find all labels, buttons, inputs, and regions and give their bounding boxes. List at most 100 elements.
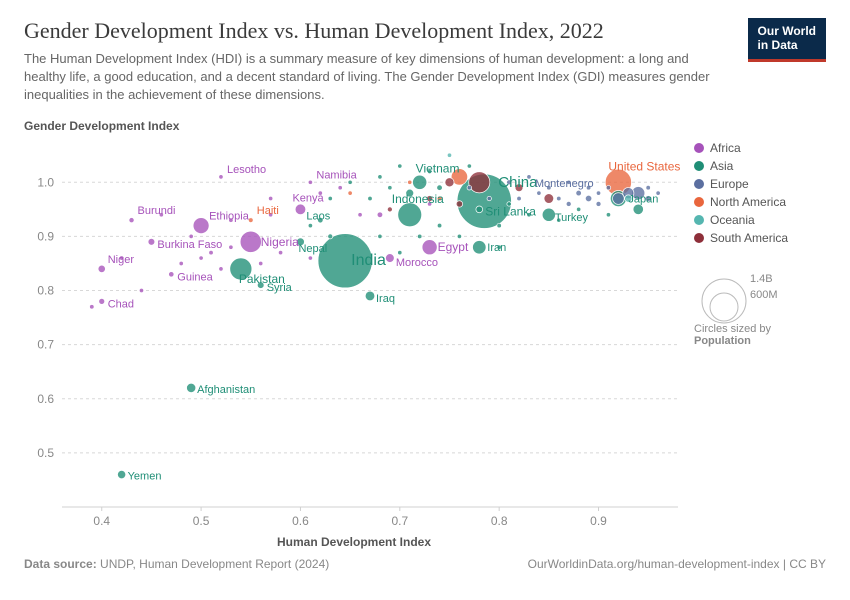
data-point[interactable] <box>556 196 561 201</box>
legend-swatch <box>694 161 704 171</box>
data-point[interactable] <box>308 223 312 227</box>
data-point[interactable] <box>398 163 402 167</box>
data-point[interactable] <box>268 196 272 200</box>
data-point[interactable] <box>240 231 261 252</box>
data-point[interactable] <box>365 291 375 301</box>
legend-item[interactable]: Europe <box>694 177 814 191</box>
data-point[interactable] <box>139 288 143 292</box>
data-point[interactable] <box>398 250 402 254</box>
legend-swatch <box>694 179 704 189</box>
point-label: Iran <box>487 242 506 254</box>
data-point[interactable] <box>576 190 582 196</box>
legend-item[interactable]: Asia <box>694 159 814 173</box>
data-point[interactable] <box>633 204 643 214</box>
data-point[interactable] <box>497 223 502 228</box>
chart-title: Gender Development Index vs. Human Devel… <box>24 18 728 44</box>
data-point[interactable] <box>295 204 306 215</box>
legend-item[interactable]: North America <box>694 195 814 209</box>
data-point[interactable] <box>646 185 651 190</box>
data-point[interactable] <box>385 253 394 262</box>
data-point[interactable] <box>98 265 105 272</box>
data-point[interactable] <box>308 180 312 184</box>
point-label: China <box>498 174 538 191</box>
svg-text:0.7: 0.7 <box>37 337 54 351</box>
point-label: Syria <box>267 282 293 294</box>
data-point[interactable] <box>219 174 223 178</box>
data-point[interactable] <box>613 192 625 204</box>
data-point[interactable] <box>328 196 332 200</box>
data-point[interactable] <box>378 174 382 178</box>
data-point[interactable] <box>378 234 382 238</box>
data-point[interactable] <box>199 255 203 259</box>
data-point[interactable] <box>467 185 472 190</box>
legend-swatch <box>694 197 704 207</box>
data-point[interactable] <box>387 206 392 211</box>
data-point[interactable] <box>328 233 333 238</box>
data-point[interactable] <box>117 470 125 478</box>
data-point[interactable] <box>377 212 383 218</box>
data-point[interactable] <box>542 208 555 221</box>
data-point[interactable] <box>169 271 174 276</box>
data-point[interactable] <box>544 193 554 203</box>
point-label: Burundi <box>138 205 176 217</box>
data-point[interactable] <box>259 261 263 265</box>
legend-item[interactable]: South America <box>694 231 814 245</box>
svg-text:0.5: 0.5 <box>193 514 210 528</box>
data-point[interactable] <box>388 185 392 189</box>
legend-label: Africa <box>710 141 741 155</box>
data-point[interactable] <box>413 175 427 189</box>
data-point[interactable] <box>447 153 451 157</box>
legend-item[interactable]: Oceania <box>694 213 814 227</box>
data-point[interactable] <box>308 255 312 259</box>
legend-item[interactable]: Africa <box>694 141 814 155</box>
data-point[interactable] <box>473 240 487 254</box>
data-point[interactable] <box>469 171 490 192</box>
data-point[interactable] <box>537 190 541 194</box>
data-point[interactable] <box>487 196 491 200</box>
data-point[interactable] <box>248 217 253 222</box>
data-point[interactable] <box>476 206 483 213</box>
svg-text:0.9: 0.9 <box>590 514 607 528</box>
data-point[interactable] <box>187 383 196 392</box>
data-point[interactable] <box>348 190 352 194</box>
data-point[interactable] <box>606 185 611 190</box>
data-point[interactable] <box>129 217 134 222</box>
data-point[interactable] <box>90 304 95 309</box>
data-point[interactable] <box>596 201 601 206</box>
data-point[interactable] <box>596 190 600 194</box>
data-point[interactable] <box>358 212 362 216</box>
svg-text:0.6: 0.6 <box>37 391 54 405</box>
data-point[interactable] <box>566 201 571 206</box>
data-point[interactable] <box>517 196 522 201</box>
data-point[interactable] <box>445 177 454 186</box>
data-point[interactable] <box>278 250 282 254</box>
point-label: Turkey <box>555 211 589 223</box>
data-point[interactable] <box>585 195 591 201</box>
data-point[interactable] <box>457 234 461 238</box>
point-label: India <box>351 251 386 268</box>
data-point[interactable] <box>456 200 462 206</box>
point-label: Indonesia <box>392 191 444 205</box>
legend: Africa Asia Europe North America Oceania Sout… <box>684 135 814 535</box>
data-point[interactable] <box>338 185 342 189</box>
data-point[interactable] <box>219 266 223 270</box>
data-point[interactable] <box>606 212 610 216</box>
data-point[interactable] <box>368 196 373 201</box>
data-point[interactable] <box>148 238 155 245</box>
point-label: Montenegro <box>535 178 594 190</box>
data-point[interactable] <box>193 217 209 233</box>
data-point[interactable] <box>229 245 233 249</box>
data-point[interactable] <box>408 180 412 184</box>
data-point[interactable] <box>422 239 437 254</box>
data-point[interactable] <box>417 234 422 239</box>
point-label: Guinea <box>177 271 213 283</box>
data-point[interactable] <box>467 163 471 167</box>
data-point[interactable] <box>398 202 422 226</box>
data-point[interactable] <box>437 184 443 190</box>
data-point[interactable] <box>209 250 214 255</box>
svg-text:0.8: 0.8 <box>491 514 508 528</box>
scatter-plot: 0.50.60.70.80.91.00.40.50.60.70.80.9Yeme… <box>24 135 684 535</box>
data-point[interactable] <box>437 223 442 228</box>
data-point[interactable] <box>99 298 105 304</box>
data-point[interactable] <box>179 261 183 265</box>
